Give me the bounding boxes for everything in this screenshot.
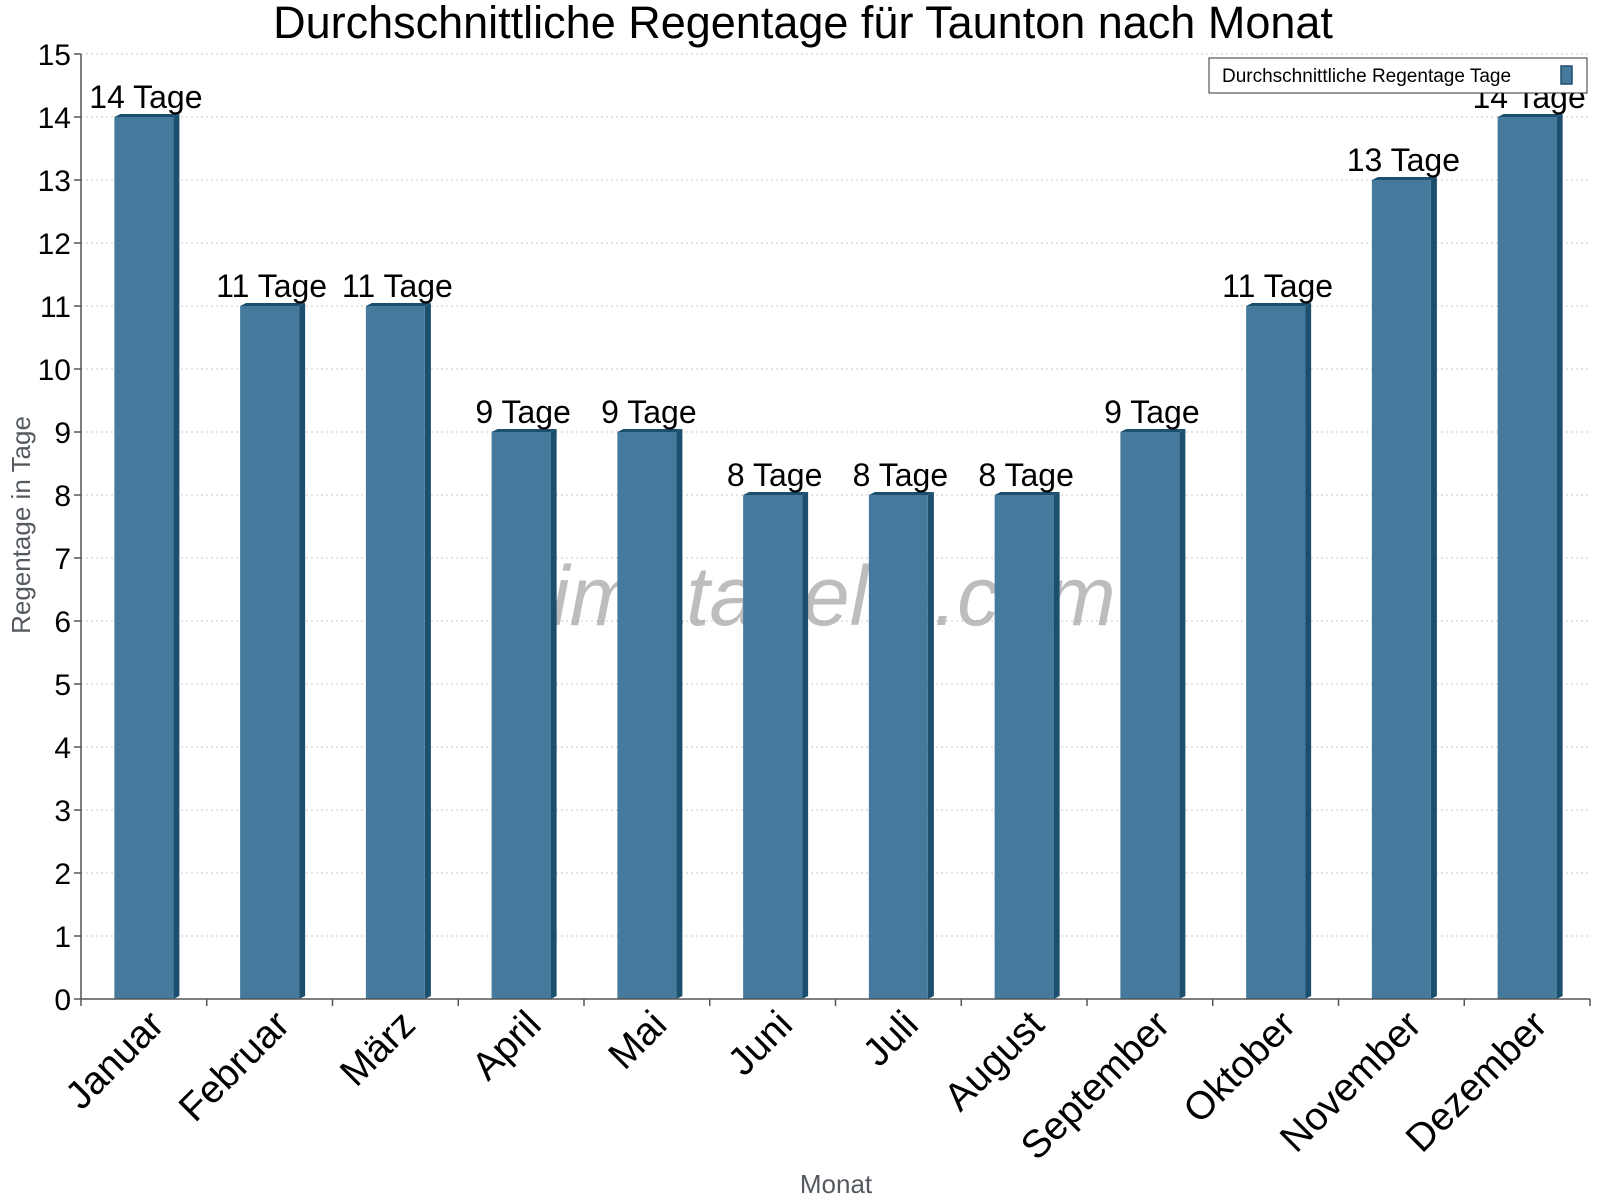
y-tick-label: 8 bbox=[54, 480, 71, 513]
bar-top bbox=[1497, 114, 1563, 117]
bar-top bbox=[365, 303, 431, 306]
data-label: 9 Tage bbox=[475, 394, 571, 430]
bar-side bbox=[1430, 177, 1437, 999]
x-tick-label: Juni bbox=[720, 1003, 801, 1084]
bar bbox=[240, 306, 300, 999]
x-tick-label: Juli bbox=[855, 1003, 927, 1075]
y-tick-label: 15 bbox=[38, 39, 71, 72]
bar bbox=[365, 306, 425, 999]
bar bbox=[1120, 432, 1180, 999]
data-label: 8 Tage bbox=[853, 457, 949, 493]
bar bbox=[1246, 306, 1306, 999]
y-tick-label: 9 bbox=[54, 417, 71, 450]
y-tick-label: 2 bbox=[54, 858, 71, 891]
bar bbox=[994, 495, 1054, 999]
y-tick-label: 14 bbox=[38, 102, 71, 135]
bar-side bbox=[1053, 492, 1060, 999]
legend-swatch bbox=[1560, 65, 1573, 85]
bar-top bbox=[994, 492, 1060, 495]
bar-top bbox=[1371, 177, 1437, 180]
legend-label: Durchschnittliche Regentage Tage bbox=[1222, 66, 1511, 87]
bar-side bbox=[173, 114, 180, 999]
data-label: 9 Tage bbox=[1104, 394, 1200, 430]
bar-top bbox=[1246, 303, 1312, 306]
bar-top bbox=[114, 114, 180, 117]
bar-side bbox=[927, 492, 934, 999]
bar bbox=[1371, 180, 1431, 999]
bar-top bbox=[240, 303, 306, 306]
bar bbox=[491, 432, 551, 999]
bar-side bbox=[676, 429, 683, 999]
y-tick-label: 0 bbox=[54, 984, 71, 1017]
bar-top bbox=[743, 492, 809, 495]
x-tick-label: April bbox=[464, 1003, 550, 1089]
bar-side bbox=[550, 429, 557, 999]
y-tick-label: 10 bbox=[38, 354, 71, 387]
x-tick-label: Oktober bbox=[1175, 1003, 1304, 1132]
data-label: 9 Tage bbox=[601, 394, 697, 430]
bar bbox=[114, 117, 174, 999]
bar bbox=[743, 495, 803, 999]
y-tick-label: 4 bbox=[54, 732, 71, 765]
x-tick-label: März bbox=[332, 1003, 424, 1095]
y-tick-label: 11 bbox=[40, 291, 71, 324]
data-label: 11 Tage bbox=[216, 268, 327, 304]
y-tick-label: 1 bbox=[54, 921, 71, 954]
bar-top bbox=[868, 492, 934, 495]
bar-side bbox=[802, 492, 809, 999]
y-axis-title: Regentage in Tage bbox=[6, 416, 36, 634]
x-axis-title: Monat bbox=[800, 1169, 873, 1199]
x-tick-label: Februar bbox=[171, 1003, 298, 1130]
data-label: 8 Tage bbox=[978, 457, 1074, 493]
axes bbox=[74, 53, 1591, 1006]
data-label: 14 Tage bbox=[89, 79, 202, 115]
bar-side bbox=[424, 303, 431, 999]
legend-box bbox=[1208, 57, 1588, 94]
x-tick-label: Januar bbox=[58, 1003, 173, 1118]
bar-top bbox=[491, 429, 557, 432]
bar-top bbox=[1120, 429, 1186, 432]
y-tick-label: 7 bbox=[54, 543, 71, 576]
bar-side bbox=[1556, 114, 1563, 999]
gridlines bbox=[81, 53, 1590, 937]
y-tick-label: 6 bbox=[54, 606, 71, 639]
bar-side bbox=[299, 303, 306, 999]
data-label: 8 Tage bbox=[727, 457, 823, 493]
bar bbox=[617, 432, 677, 999]
bars bbox=[114, 114, 1563, 999]
y-tick-label: 13 bbox=[38, 165, 71, 198]
y-tick-label: 5 bbox=[54, 669, 71, 702]
data-label: 13 Tage bbox=[1347, 142, 1460, 178]
bar-top bbox=[617, 429, 683, 432]
y-tick-label: 12 bbox=[38, 228, 71, 261]
chart-title: Durchschnittliche Regentage für Taunton … bbox=[273, 0, 1333, 48]
x-tick-label: Mai bbox=[600, 1003, 675, 1078]
legend: Durchschnittliche Regentage Tage bbox=[1208, 57, 1588, 94]
y-tick-label: 3 bbox=[54, 795, 71, 828]
x-tick-label: August bbox=[936, 1003, 1052, 1119]
bar bbox=[868, 495, 928, 999]
bar-side bbox=[1179, 429, 1186, 999]
data-labels: 14 Tage 11 Tage 11 Tage 9 Tage 9 Tage 8 Tage 8… bbox=[89, 79, 1586, 493]
bar-side bbox=[1305, 303, 1312, 999]
data-label: 11 Tage bbox=[342, 268, 453, 304]
bar bbox=[1497, 117, 1557, 999]
data-label: 11 Tage bbox=[1222, 268, 1333, 304]
